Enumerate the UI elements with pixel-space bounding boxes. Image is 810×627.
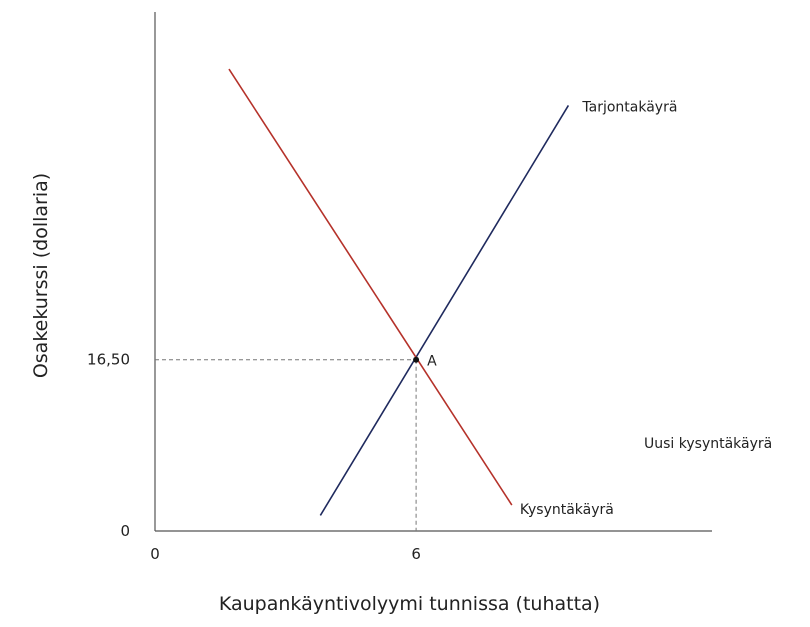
axes <box>154 12 712 532</box>
equilibrium-label: A <box>427 354 437 370</box>
equilibrium-guides <box>155 359 417 531</box>
demand-curve <box>228 68 513 506</box>
demand-curve-label: Kysyntäkäyrä <box>520 502 614 518</box>
y-tick-label: 0 <box>120 522 130 540</box>
new-demand-curve-label: Uusi kysyntäkäyrä <box>644 436 772 452</box>
x-axis-title: Kaupankäyntivolyymi tunnissa (tuhatta) <box>219 593 600 615</box>
x-tick-label: 0 <box>150 545 160 563</box>
x-tick-label: 6 <box>411 545 421 563</box>
equilibrium-point <box>413 356 420 363</box>
curves <box>228 68 570 516</box>
supply-curve <box>319 105 570 516</box>
tick-labels: 0 6 0 16,50 <box>87 351 421 563</box>
supply-curve-label: Tarjontakäyrä <box>581 99 677 115</box>
y-axis-title: Osakekurssi (dollaria) <box>30 173 52 378</box>
y-tick-label: 16,50 <box>87 351 130 369</box>
